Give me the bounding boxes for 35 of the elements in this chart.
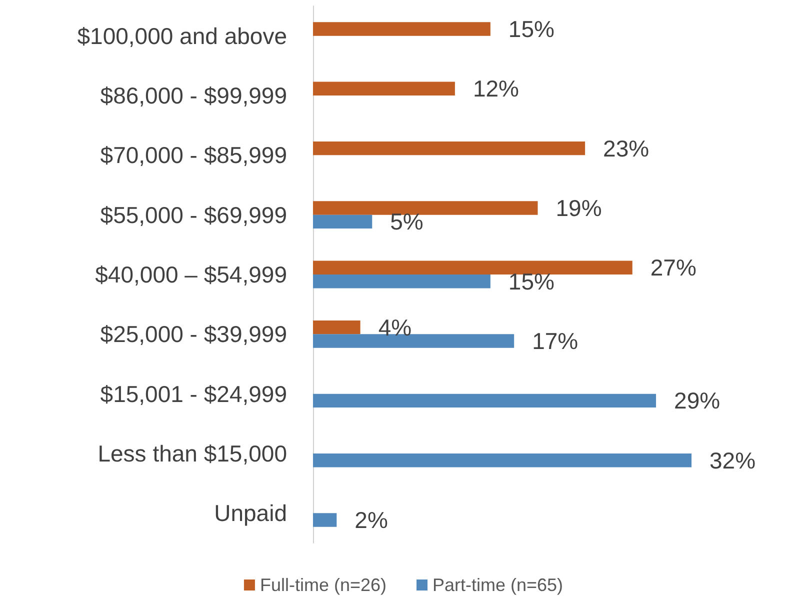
data-label: 27% xyxy=(650,254,696,281)
y-tick-label: Less than $15,000 xyxy=(98,440,287,466)
data-label: 4% xyxy=(378,314,412,340)
y-tick-label: $86,000 - $99,999 xyxy=(100,82,287,108)
bar xyxy=(313,260,632,274)
data-label: 29% xyxy=(674,388,720,414)
data-label: 17% xyxy=(532,328,578,354)
y-tick-label: $70,000 - $85,999 xyxy=(100,142,287,168)
y-tick-label: $25,000 - $39,999 xyxy=(100,321,287,348)
bar xyxy=(313,141,586,156)
data-label: 23% xyxy=(603,135,650,162)
data-label: 12% xyxy=(472,76,519,102)
data-label: 5% xyxy=(390,208,424,235)
bar xyxy=(313,513,337,527)
legend-label: Full-time (n=26) xyxy=(260,575,387,595)
bar xyxy=(313,320,360,334)
y-tick-label: $40,000 – $54,999 xyxy=(95,262,287,288)
y-tick-label: Unpaid xyxy=(214,500,287,526)
y-tick-label: $15,001 - $24,999 xyxy=(100,380,287,407)
data-label: 15% xyxy=(508,268,554,294)
y-tick-label: $55,000 - $69,999 xyxy=(100,202,287,228)
bar xyxy=(313,454,692,468)
data-label: 32% xyxy=(710,447,756,474)
bar xyxy=(313,334,514,348)
legend-label: Part-time (n=65) xyxy=(432,575,564,595)
y-tick-label: $100,000 and above xyxy=(77,22,287,49)
data-label: 19% xyxy=(556,194,602,221)
bar xyxy=(313,394,656,408)
data-label: 15% xyxy=(508,16,554,42)
bar xyxy=(313,274,490,288)
bar xyxy=(313,22,490,36)
bar xyxy=(313,214,372,229)
bar xyxy=(313,82,455,96)
data-label: 2% xyxy=(354,507,388,534)
bar xyxy=(313,201,538,215)
